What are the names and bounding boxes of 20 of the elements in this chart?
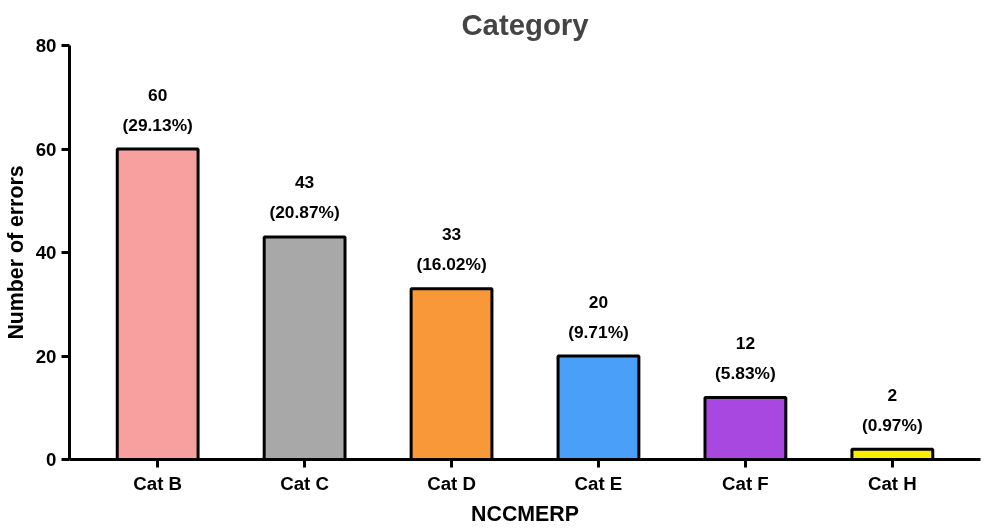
data-label: 20 (9.71%) xyxy=(568,291,629,342)
data-label: 33 (16.02%) xyxy=(416,224,487,275)
x-tick-label: Cat H xyxy=(867,472,917,494)
y-tick-label: 80 xyxy=(35,35,57,56)
x-tick-label: Cat B xyxy=(133,472,183,494)
y-tick-label: 60 xyxy=(35,138,57,160)
data-label: 12 (5.83%) xyxy=(715,332,776,383)
y-tick-label: 0 xyxy=(46,449,57,470)
x-tick-label: Cat C xyxy=(280,472,329,494)
x-tick-label: Cat F xyxy=(722,472,769,494)
data-label: 2 (0.97%) xyxy=(862,384,923,435)
data-label: 60 (29.13%) xyxy=(122,84,193,135)
x-axis-title: NCCMERP xyxy=(471,501,579,526)
x-tick-label: Cat D xyxy=(427,472,476,494)
data-label: 43 (20.87%) xyxy=(269,172,340,223)
y-tick-label: 20 xyxy=(35,345,57,367)
x-tick-label: Cat E xyxy=(574,472,623,494)
y-tick-label: 40 xyxy=(35,242,57,263)
chart-title: Category xyxy=(461,7,590,41)
y-axis-title: Number of errors xyxy=(3,165,28,340)
